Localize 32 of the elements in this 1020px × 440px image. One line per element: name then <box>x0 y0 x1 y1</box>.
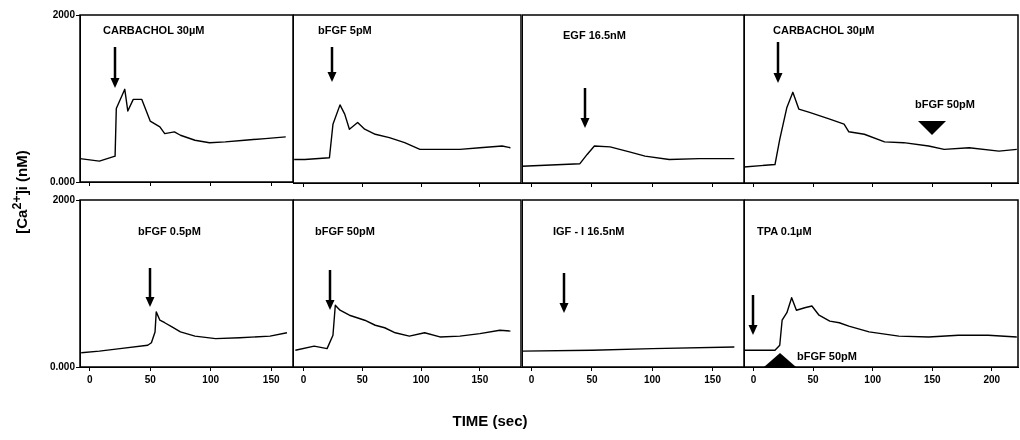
x-tick-label: 100 <box>643 373 662 385</box>
annotation: CARBACHOL 30µM <box>103 24 205 37</box>
annotation: bFGF 50pM <box>315 225 375 238</box>
x-tick-label: 0 <box>300 373 307 385</box>
annotation: EGF 16.5nM <box>563 29 626 42</box>
annotation: TPA 0.1µM <box>757 225 812 238</box>
y-tick-label: 2000 <box>52 8 76 20</box>
x-tick-label: 150 <box>471 373 489 385</box>
annotation: bFGF 50pM <box>797 350 857 363</box>
y-tick-label: 2000 <box>52 193 76 205</box>
x-tick-label: 0 <box>750 373 757 385</box>
annotation: bFGF 5pM <box>318 24 372 37</box>
x-tick-label: 150 <box>923 373 942 385</box>
x-tick-label: 50 <box>807 373 820 385</box>
x-tick-label: 50 <box>356 373 369 385</box>
x-tick-label: 50 <box>144 373 157 385</box>
x-tick-label: 150 <box>262 373 280 385</box>
x-tick-label: 200 <box>983 373 1001 385</box>
x-tick-label: 0 <box>86 373 93 385</box>
annotation: bFGF 0.5pM <box>138 225 201 238</box>
x-axis-title: TIME (sec) <box>452 411 528 429</box>
y-tick-label: 0.000 <box>49 360 76 372</box>
x-tick-label: 100 <box>412 373 430 385</box>
annotation: bFGF 50pM <box>915 98 975 111</box>
annotation: IGF - I 16.5nM <box>553 225 625 238</box>
y-tick-label: 0.000 <box>49 175 76 187</box>
x-tick-label: 0 <box>528 373 535 385</box>
x-tick-label: 100 <box>864 373 882 385</box>
annotation: CARBACHOL 30µM <box>773 24 875 37</box>
x-tick-label: 50 <box>586 373 598 385</box>
x-tick-label: 150 <box>704 373 722 385</box>
x-tick-label: 100 <box>202 373 220 385</box>
